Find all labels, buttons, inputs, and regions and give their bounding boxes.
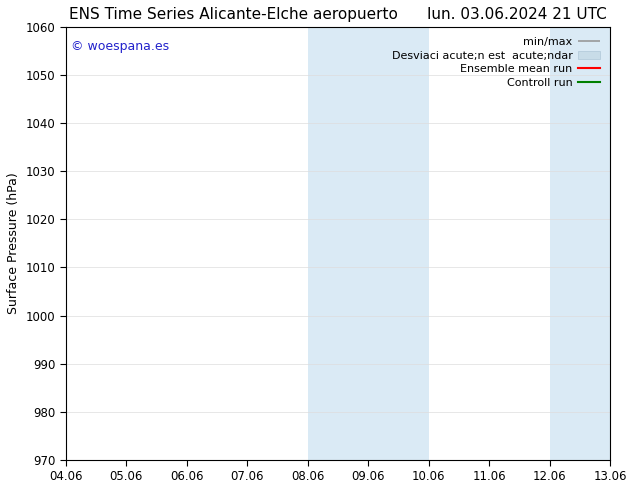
Y-axis label: Surface Pressure (hPa): Surface Pressure (hPa) bbox=[7, 172, 20, 314]
Title: ENS Time Series Alicante-Elche aeropuerto      lun. 03.06.2024 21 UTC: ENS Time Series Alicante-Elche aeropuert… bbox=[69, 7, 607, 22]
Legend: min/max, Desviaci acute;n est  acute;ndar, Ensemble mean run, Controll run: min/max, Desviaci acute;n est acute;ndar… bbox=[387, 33, 605, 92]
Text: © woespana.es: © woespana.es bbox=[71, 40, 169, 53]
Bar bbox=[307, 27, 368, 460]
Bar bbox=[550, 27, 611, 460]
Bar bbox=[368, 27, 429, 460]
